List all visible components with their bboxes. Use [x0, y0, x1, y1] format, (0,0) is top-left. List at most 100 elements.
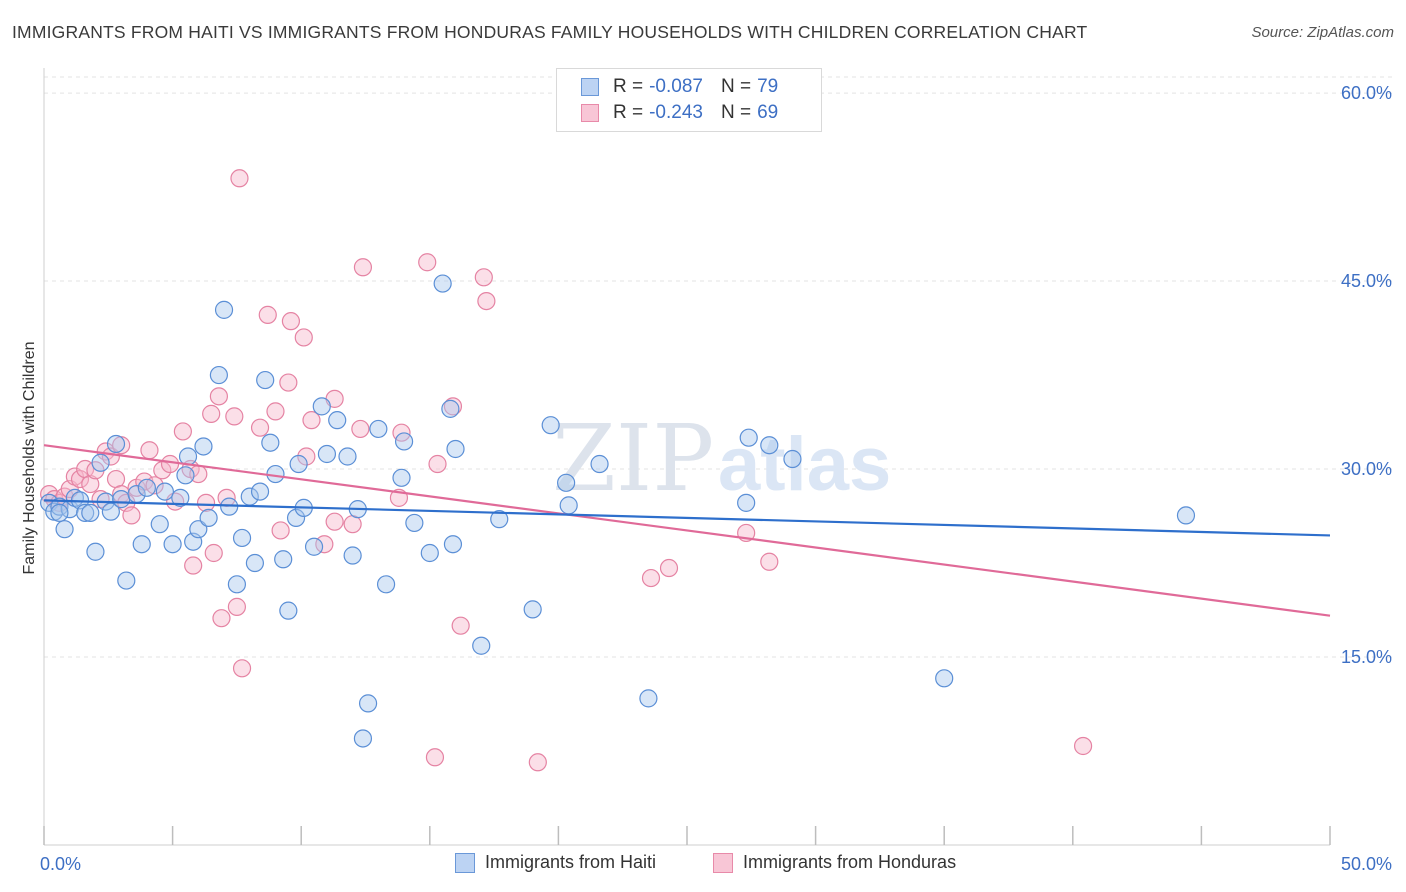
honduras-point — [232, 659, 252, 678]
haiti-point — [559, 496, 578, 515]
haiti-trend-line — [43, 499, 1331, 537]
legend-n-value: 79 — [757, 76, 779, 97]
haiti-point — [132, 535, 151, 554]
haiti-point — [194, 437, 213, 456]
series-legend: Immigrants from Haiti Immigrants from Ho… — [0, 852, 1406, 878]
honduras-point — [106, 469, 126, 489]
haiti-point — [405, 513, 424, 533]
y-axis-title: Family Households with Children — [21, 342, 38, 575]
haiti-point — [279, 601, 298, 620]
y-tick-labels: 15.0% 30.0% 45.0% 60.0% — [1341, 83, 1392, 667]
haiti-point — [274, 550, 293, 569]
honduras-point — [428, 454, 447, 474]
watermark-atlas: atlas — [718, 422, 891, 507]
haiti-point — [541, 416, 560, 435]
legend-row-honduras: R = -0.243 N = 69 — [581, 101, 778, 125]
legend-swatch-haiti — [581, 78, 599, 96]
honduras-point — [760, 552, 779, 571]
haiti-point — [189, 520, 208, 539]
honduras-point — [81, 474, 100, 494]
honduras-point — [659, 558, 679, 578]
honduras-point — [225, 407, 244, 426]
honduras-point — [204, 543, 223, 563]
haiti-point — [523, 600, 542, 619]
haiti-point — [81, 503, 100, 522]
series-legend-honduras: Immigrants from Honduras — [713, 852, 956, 873]
honduras-point — [230, 169, 249, 188]
haiti-point — [472, 636, 491, 655]
haiti-point — [312, 397, 331, 416]
haiti-point — [55, 520, 74, 539]
haiti-point — [245, 553, 265, 573]
haiti-point — [639, 689, 658, 708]
honduras-point — [266, 402, 285, 421]
x-tick-label-1: 50.0% — [1341, 854, 1392, 874]
honduras-point — [443, 397, 463, 416]
haiti-point — [446, 439, 465, 459]
honduras-point — [202, 404, 221, 423]
haiti-point — [286, 508, 306, 528]
haiti-point — [369, 419, 388, 439]
haiti-point — [338, 447, 357, 466]
series-label-haiti: Immigrants from Haiti — [485, 852, 657, 872]
legend-row-haiti: R = -0.087 N = 79 — [581, 75, 778, 99]
honduras-point — [184, 556, 203, 575]
haiti-point — [176, 466, 195, 485]
correlation-legend: R = -0.087 N = 79 R = -0.243 N = 69 — [556, 68, 822, 132]
legend-n-value: 69 — [757, 102, 779, 123]
honduras-point — [227, 597, 246, 616]
honduras-point — [425, 748, 445, 767]
haiti-point — [739, 428, 758, 447]
y-tick-label: 30.0% — [1341, 459, 1392, 479]
series-swatch-honduras — [713, 852, 733, 873]
haiti-point — [155, 482, 174, 501]
haiti-point — [137, 478, 156, 497]
trend-lines — [43, 444, 1331, 617]
honduras-point — [173, 422, 192, 441]
haiti-point — [163, 535, 182, 554]
haiti-point — [199, 508, 218, 528]
haiti-point — [343, 546, 362, 565]
legend-swatch-honduras — [581, 104, 599, 122]
haiti-point — [392, 468, 411, 487]
series-legend-haiti: Immigrants from Haiti — [455, 852, 656, 873]
honduras-point — [451, 616, 470, 635]
source-note: Source: ZipAtlas.com — [1251, 24, 1394, 41]
honduras-point — [474, 268, 493, 287]
haiti-point — [86, 542, 105, 561]
honduras-point — [302, 411, 321, 430]
haiti-point — [171, 488, 190, 507]
honduras-point — [353, 258, 373, 277]
haiti-point — [557, 473, 576, 492]
series-swatch-haiti — [455, 852, 475, 873]
haiti-point — [441, 399, 460, 418]
watermark-zip: ZIP — [552, 405, 714, 512]
legend-r-value: -0.087 — [649, 76, 703, 97]
haiti-point — [376, 575, 396, 594]
chart-title: IMMIGRANTS FROM HAITI VS IMMIGRANTS FROM… — [12, 22, 1088, 42]
honduras-point — [477, 292, 496, 311]
haiti-point — [232, 528, 252, 548]
haiti-point — [250, 482, 270, 501]
haiti-point — [256, 370, 275, 390]
honduras-point — [196, 493, 216, 512]
legend-r-label: R = — [613, 76, 644, 97]
haiti-point — [214, 300, 234, 319]
haiti-point — [737, 493, 756, 512]
haiti-point — [353, 729, 373, 748]
haiti-point — [76, 503, 95, 522]
haiti-point — [328, 411, 347, 430]
haiti-point — [490, 510, 509, 529]
honduras-point — [209, 387, 228, 406]
honduras-point — [281, 312, 301, 331]
haiti-point — [443, 535, 463, 554]
haiti-point — [50, 503, 69, 522]
haiti-point — [394, 432, 414, 451]
haiti-point — [304, 537, 324, 556]
honduras-point — [325, 512, 344, 531]
honduras-point — [250, 418, 270, 437]
honduras-point — [641, 568, 661, 588]
honduras-point — [140, 441, 159, 460]
y-tick-label: 60.0% — [1341, 83, 1392, 103]
haiti-point — [935, 669, 954, 688]
